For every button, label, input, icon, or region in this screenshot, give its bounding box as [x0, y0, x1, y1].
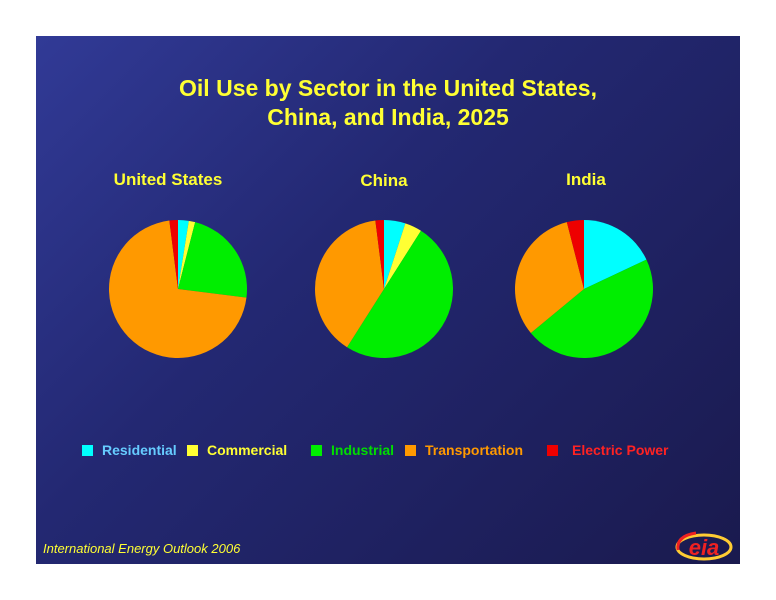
legend-item-residential: Residential [82, 440, 177, 460]
slide: Oil Use by Sector in the United States, … [36, 36, 740, 564]
legend-item-electric-power: Electric Power [547, 440, 669, 460]
pie-slice-us-residential [178, 220, 189, 289]
legend-item-transportation: Transportation [405, 440, 523, 460]
pie-slice-india-transportation [515, 222, 584, 333]
legend-item-commercial: Commercial [187, 440, 287, 460]
legend-swatch-residential [82, 444, 93, 456]
legend-label-transportation: Transportation [425, 442, 524, 458]
legend: Residential Commercial Industrial Transp… [82, 440, 732, 460]
eia-logo-text: eia [689, 535, 720, 560]
pie-title-us: United States [113, 170, 223, 189]
legend-swatch-industrial [311, 444, 322, 456]
pie-title-india: India [566, 170, 606, 189]
pie-slice-us-commercial [178, 220, 196, 289]
chart-title-line-1: Oil Use by Sector in the United States, [179, 75, 597, 101]
pie-slice-india-residential [584, 220, 647, 289]
pie-slice-india-industrial [530, 259, 653, 359]
chart-title-line-2: China, and India, 2025 [267, 104, 509, 130]
legend-item-industrial: Industrial [311, 440, 394, 460]
pie-slice-india-electric-power [566, 220, 584, 289]
pie-charts [109, 220, 653, 359]
legend-label-commercial: Commercial [207, 442, 288, 458]
pie-slice-china-commercial [384, 223, 421, 289]
pie-slice-china-transportation [314, 220, 384, 348]
footer-source: International Energy Outlook 2006 [43, 541, 241, 556]
pie-title-china: China [360, 171, 408, 190]
legend-swatch-electric-power [547, 444, 558, 456]
pie-slice-china-industrial [347, 230, 453, 358]
legend-label-electric-power: Electric Power [572, 442, 669, 458]
legend-swatch-transportation [405, 444, 416, 456]
pie-slice-us-electric-power [169, 220, 178, 289]
pie-slice-us-industrial [178, 222, 247, 298]
chart-title: Oil Use by Sector in the United States, … [36, 74, 740, 132]
legend-label-residential: Residential [102, 442, 177, 458]
legend-label-industrial: Industrial [331, 442, 395, 458]
eia-logo: eia [675, 531, 733, 561]
legend-swatch-commercial [187, 444, 198, 456]
pie-slice-china-electric-power [375, 220, 384, 289]
pie-slice-us-transportation [109, 220, 247, 359]
pie-slice-china-residential [384, 220, 406, 289]
